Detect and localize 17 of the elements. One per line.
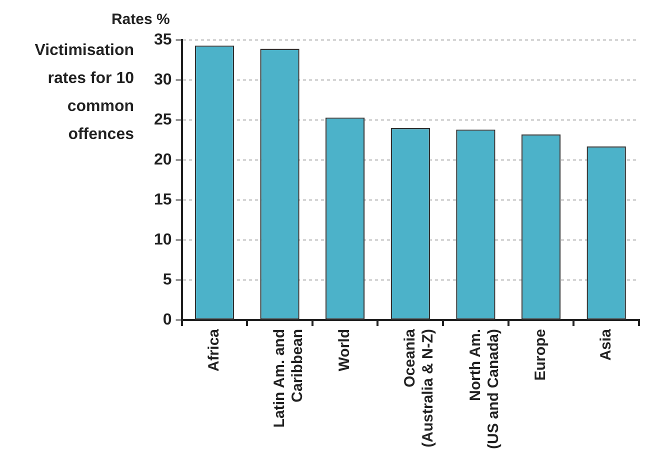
text: Victimisation rates for 10 common offences [34, 41, 134, 145]
x-tick-label: Europe [532, 328, 550, 381]
x-tick-label: Oceania (Australia & N-Z) [402, 328, 437, 448]
x-tick-label: Latin Am. and Caribbean [270, 328, 306, 428]
y-tick-label: 15 [154, 191, 172, 208]
x-tick-label: World [336, 328, 354, 372]
y-tick-label: 10 [154, 231, 172, 248]
y-axis-title: Rates % [111, 11, 170, 28]
y-tick-label: 25 [154, 111, 172, 128]
y-tick-label: 0 [162, 311, 172, 328]
y-tick-label: 35 [154, 31, 172, 48]
y-tick-label: 5 [162, 271, 172, 288]
y-tick-label: 20 [154, 151, 172, 168]
x-tick-label: Asia [597, 328, 614, 361]
x-tick-label: North Am. (US and Canada) [466, 328, 502, 449]
x-tick-label: Africa [206, 328, 223, 372]
y-tick-label: 30 [154, 71, 172, 88]
